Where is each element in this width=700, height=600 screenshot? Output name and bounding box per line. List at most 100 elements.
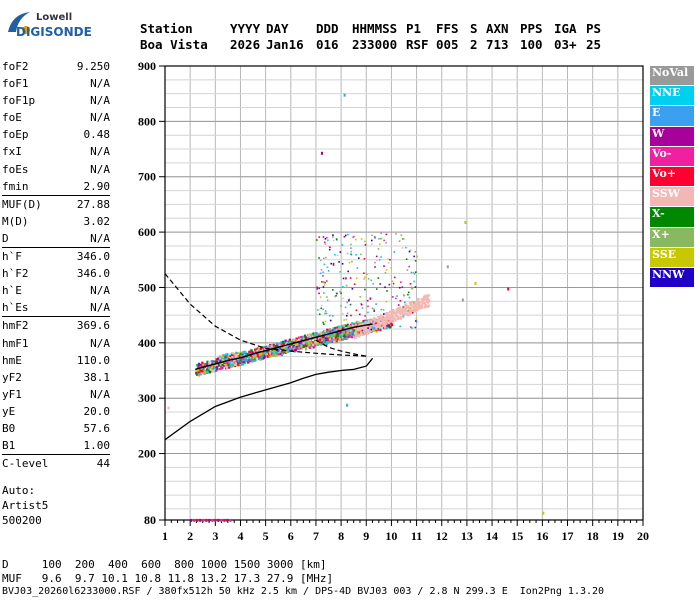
- echo-point: [390, 314, 393, 317]
- header-label-iga: IGA: [554, 21, 577, 36]
- x-tick-label: 17: [562, 529, 574, 543]
- echo-point: [235, 351, 238, 354]
- footer-muf-row: MUF 9.6 9.7 10.1 10.8 11.8 13.2 17.3 27.…: [2, 572, 334, 585]
- x-tick-label: 9: [363, 529, 369, 543]
- echo-point: [311, 334, 315, 338]
- spread-echo-point: [409, 283, 412, 285]
- echo-point: [358, 324, 361, 327]
- echo-point: [388, 326, 391, 329]
- echo-point: [263, 351, 267, 355]
- spread-echo-point: [399, 300, 402, 302]
- noise-point: [214, 518, 217, 522]
- echo-point: [301, 335, 304, 338]
- spread-echo-point: [332, 239, 335, 242]
- echo-point: [316, 342, 320, 345]
- spread-echo-point: [345, 318, 348, 321]
- echo-point: [200, 367, 203, 370]
- spread-echo-point: [328, 248, 331, 251]
- spread-echo-point: [356, 267, 359, 269]
- echo-point: [391, 308, 395, 312]
- spread-echo-point: [393, 251, 396, 253]
- echo-point: [329, 329, 332, 332]
- echo-point: [241, 359, 244, 362]
- param-row: C-level 44: [2, 454, 110, 472]
- spread-echo-point: [364, 288, 366, 291]
- legend-item: NNE: [650, 86, 694, 106]
- spread-echo-point: [348, 299, 350, 302]
- outlier-point: [167, 406, 170, 410]
- header-labels-row: Station YYYY DAY DDD HHMMSS P1 FFS S AXN PPS IGA PS: [140, 21, 610, 36]
- spread-echo-point: [353, 283, 356, 286]
- echo-point: [378, 320, 381, 323]
- spread-echo-point: [384, 271, 387, 274]
- echo-point: [399, 311, 402, 314]
- spread-echo-point: [374, 261, 376, 264]
- spread-echo-point: [345, 284, 348, 287]
- echo-point: [280, 343, 283, 346]
- echo-point: [230, 363, 234, 366]
- echo-point: [199, 368, 202, 372]
- echo-point: [269, 350, 272, 354]
- echo-point: [319, 338, 322, 341]
- echo-point: [264, 345, 268, 349]
- spread-echo-point: [335, 238, 338, 240]
- noise-point: [202, 518, 205, 522]
- echo-point: [311, 341, 314, 344]
- echo-point: [277, 345, 280, 348]
- profile-curve: [164, 357, 374, 441]
- spread-echo-point: [415, 321, 418, 323]
- spread-echo-point: [324, 243, 327, 245]
- spread-echo-point: [347, 233, 349, 236]
- param-label: yF2: [2, 370, 22, 384]
- legend-item: NNW: [650, 267, 694, 288]
- echo-point: [365, 330, 368, 333]
- legend-item: X-: [650, 207, 694, 227]
- echo-point: [237, 362, 240, 366]
- header-value-axn: 713: [486, 37, 509, 52]
- echo-point: [382, 322, 385, 325]
- spread-echo-point: [371, 234, 373, 237]
- echo-point: [240, 354, 243, 357]
- echo-point: [212, 370, 215, 373]
- logo-swoosh-icon: [8, 12, 30, 34]
- echo-point: [211, 367, 214, 370]
- echo-point: [316, 343, 320, 346]
- echo-point: [284, 351, 287, 354]
- spread-echo-point: [316, 286, 319, 289]
- echo-point: [358, 322, 361, 326]
- echo-point: [305, 337, 308, 340]
- echo-point: [385, 315, 388, 319]
- echo-point: [323, 330, 327, 333]
- spread-echo-point: [324, 281, 326, 284]
- auto-label: Auto:: [2, 484, 36, 497]
- y-tick-label: 900: [138, 59, 156, 73]
- echo-point: [244, 353, 247, 357]
- spread-echo-point: [364, 244, 367, 246]
- echo-point: [268, 355, 271, 358]
- echo-point: [227, 357, 230, 360]
- header-value-yyyy: 2026: [230, 37, 261, 52]
- param-row: B1 1.00: [2, 437, 110, 454]
- logo-product: DIGISONDE: [16, 25, 92, 39]
- echo-point: [412, 308, 415, 311]
- header-label-ps: PS: [586, 21, 602, 36]
- spread-echo-point: [330, 262, 333, 265]
- echo-point: [365, 326, 368, 329]
- param-label: B0: [2, 421, 16, 435]
- echo-point: [379, 318, 382, 321]
- echo-point: [302, 345, 306, 348]
- echo-point: [272, 352, 275, 355]
- echo-point: [225, 365, 228, 369]
- spread-echo-point: [367, 305, 369, 308]
- echo-point: [347, 332, 350, 335]
- spread-echo-point: [380, 308, 383, 311]
- echo-point: [280, 347, 284, 351]
- echo-point: [344, 337, 347, 340]
- spread-echo-point: [385, 269, 388, 271]
- echo-point: [361, 327, 364, 330]
- spread-echo-point: [334, 295, 336, 298]
- spread-echo-point: [402, 238, 405, 240]
- param-value: 57.6: [83, 421, 111, 435]
- echo-point: [372, 321, 375, 324]
- echo-point: [371, 322, 375, 325]
